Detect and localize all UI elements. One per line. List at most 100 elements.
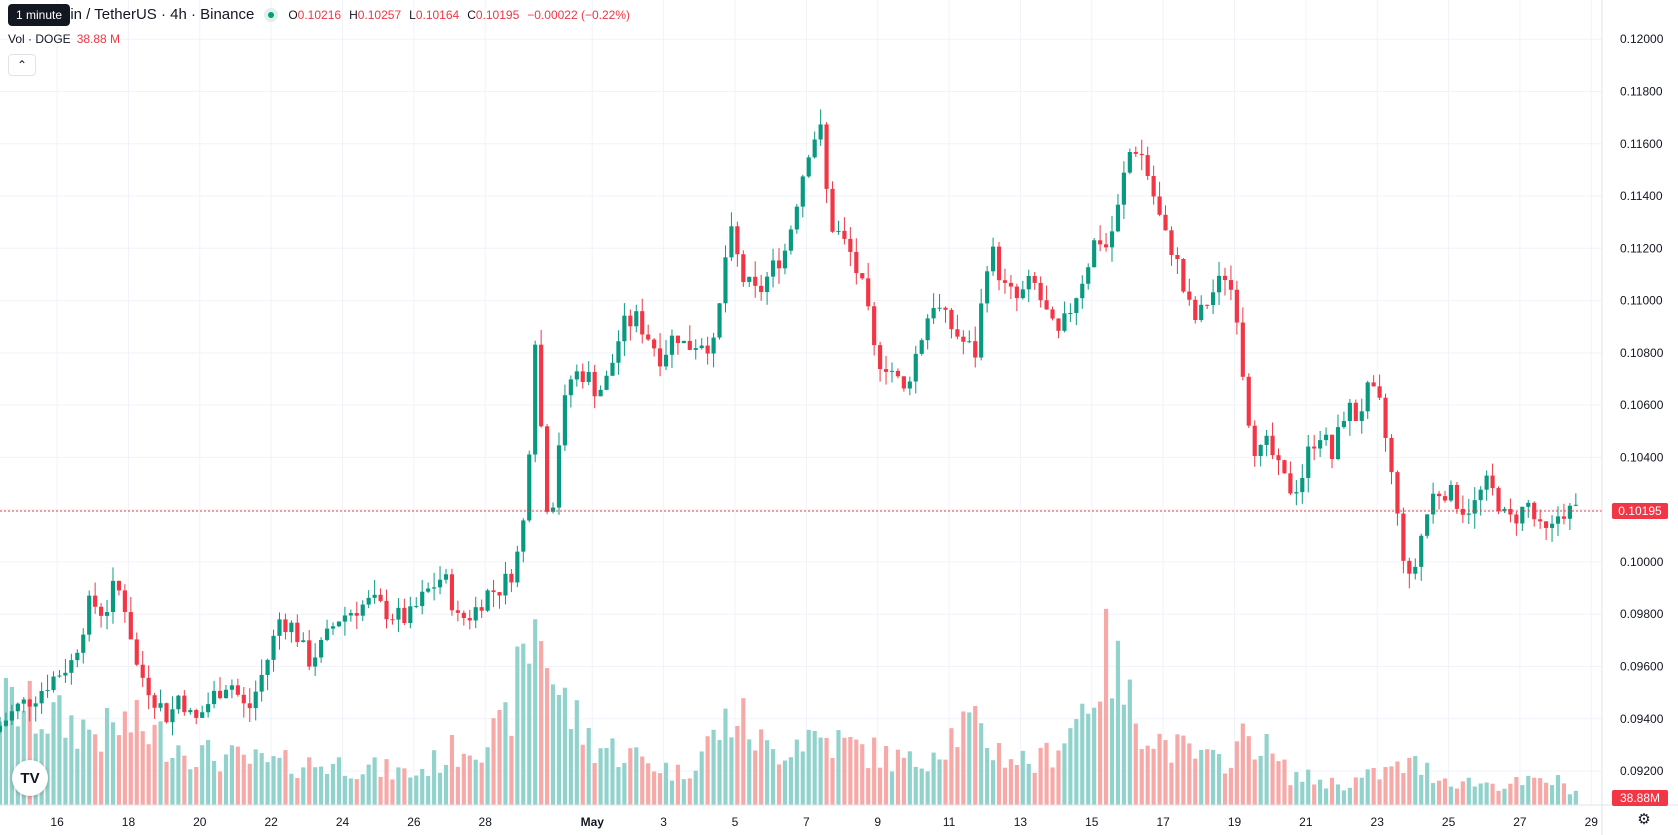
volume-bar — [711, 729, 716, 805]
volume-bar — [1056, 750, 1061, 805]
volume-bar — [81, 719, 86, 805]
volume-bar — [467, 755, 472, 805]
candle-body — [1234, 289, 1239, 323]
candle-body — [1044, 300, 1049, 310]
candle-body — [1193, 299, 1198, 321]
volume-bar — [1395, 761, 1400, 805]
volume-bar — [1448, 786, 1454, 805]
volume-bar — [372, 757, 377, 805]
volume-bar — [45, 733, 50, 805]
candle-body — [860, 273, 865, 279]
volume-bar — [800, 751, 805, 805]
candle-body — [550, 507, 556, 512]
volume-bar — [1538, 778, 1543, 805]
volume-bar — [1086, 713, 1091, 805]
volume-bar — [824, 737, 829, 805]
candle-body — [1353, 402, 1358, 422]
symbol-title[interactable]: oin / TetherUS · 4h · Binance — [62, 6, 255, 23]
y-tick-label: 0.11600 — [1620, 137, 1663, 151]
candle-body — [1377, 386, 1382, 398]
candle-body — [1526, 502, 1531, 507]
candle-body — [1508, 508, 1513, 515]
volume-bar — [437, 772, 443, 805]
volume-bar — [1573, 790, 1578, 805]
candle-body — [223, 689, 229, 699]
ohlc-low: L0.10164 — [409, 7, 460, 22]
x-tick-label: 16 — [50, 815, 64, 829]
volume-bar — [1181, 735, 1186, 805]
candle-body — [336, 621, 342, 627]
volume-bar — [396, 767, 401, 805]
volume-legend: Vol · DOGE 38.88 M — [8, 32, 120, 46]
candle-body — [699, 345, 704, 349]
candle-body — [289, 622, 294, 633]
candle-body — [1062, 313, 1067, 331]
volume-bar — [235, 746, 240, 805]
volume-bar — [1211, 749, 1216, 805]
volume-bar — [1442, 778, 1448, 805]
candle-body — [134, 639, 139, 665]
candle-body — [81, 634, 86, 653]
volume-bar — [1484, 782, 1489, 805]
candle-body — [1115, 204, 1121, 232]
candle-body — [1288, 473, 1293, 494]
ohlc-close: C0.10195 — [467, 7, 520, 22]
volume-bar — [158, 721, 163, 805]
market-status-icon — [264, 7, 279, 22]
candles — [0, 109, 1578, 736]
last-price-badge: 0.10195 — [1612, 502, 1668, 519]
candle-body — [1407, 560, 1412, 574]
volume-bar — [63, 737, 68, 805]
candle-body — [883, 369, 889, 372]
volume-bar — [1520, 785, 1525, 805]
x-tick-label: 5 — [732, 815, 739, 829]
y-tick-label: 0.11800 — [1620, 84, 1663, 98]
volume-bar — [646, 763, 651, 805]
candle-body — [473, 607, 478, 621]
tradingview-logo-icon[interactable]: TV — [12, 760, 48, 796]
volume-bar — [1323, 788, 1329, 805]
candle-body — [878, 345, 883, 370]
candle-body — [307, 640, 312, 667]
candle-body — [87, 595, 92, 635]
candle-body — [15, 703, 20, 712]
candle-body — [110, 580, 116, 613]
candle-body — [51, 676, 56, 691]
candle-body — [574, 371, 579, 380]
volume-bar — [402, 768, 407, 805]
candle-body — [1371, 382, 1376, 387]
volume-bar — [669, 780, 675, 805]
candle-body — [301, 640, 306, 643]
volume-bar — [128, 732, 133, 805]
volume-bar — [961, 711, 966, 805]
candle-body — [1335, 427, 1341, 460]
volume-bar — [313, 767, 318, 805]
candle-body — [259, 674, 264, 692]
collapse-legend-button[interactable]: ⌃ — [8, 54, 36, 76]
volume-bar — [1490, 783, 1495, 805]
x-tick-label: 29 — [1585, 815, 1599, 829]
candle-body — [104, 612, 110, 616]
candle-body — [93, 595, 98, 607]
volume-bar — [556, 694, 562, 805]
candle-body — [313, 657, 318, 667]
candle-body — [646, 334, 651, 340]
gear-icon[interactable]: ⚙ — [1637, 811, 1651, 828]
candle-body — [1549, 523, 1555, 528]
volume-bar — [1567, 794, 1572, 805]
volume-bar — [170, 757, 175, 805]
volume-bar — [1270, 753, 1275, 805]
candle-body — [200, 712, 205, 718]
volume-bar — [1514, 776, 1519, 805]
volume-bar — [1425, 762, 1430, 805]
volume-bar — [1157, 733, 1162, 805]
x-tick-label: 26 — [407, 815, 421, 829]
candle-body — [1329, 434, 1335, 460]
volume-bar — [533, 619, 538, 805]
price-change: −0.00022 (−0.22%) — [527, 7, 631, 22]
volume-bar — [75, 748, 80, 805]
candle-body — [1050, 309, 1055, 319]
candle-body — [241, 694, 246, 704]
candle-body — [497, 592, 502, 596]
